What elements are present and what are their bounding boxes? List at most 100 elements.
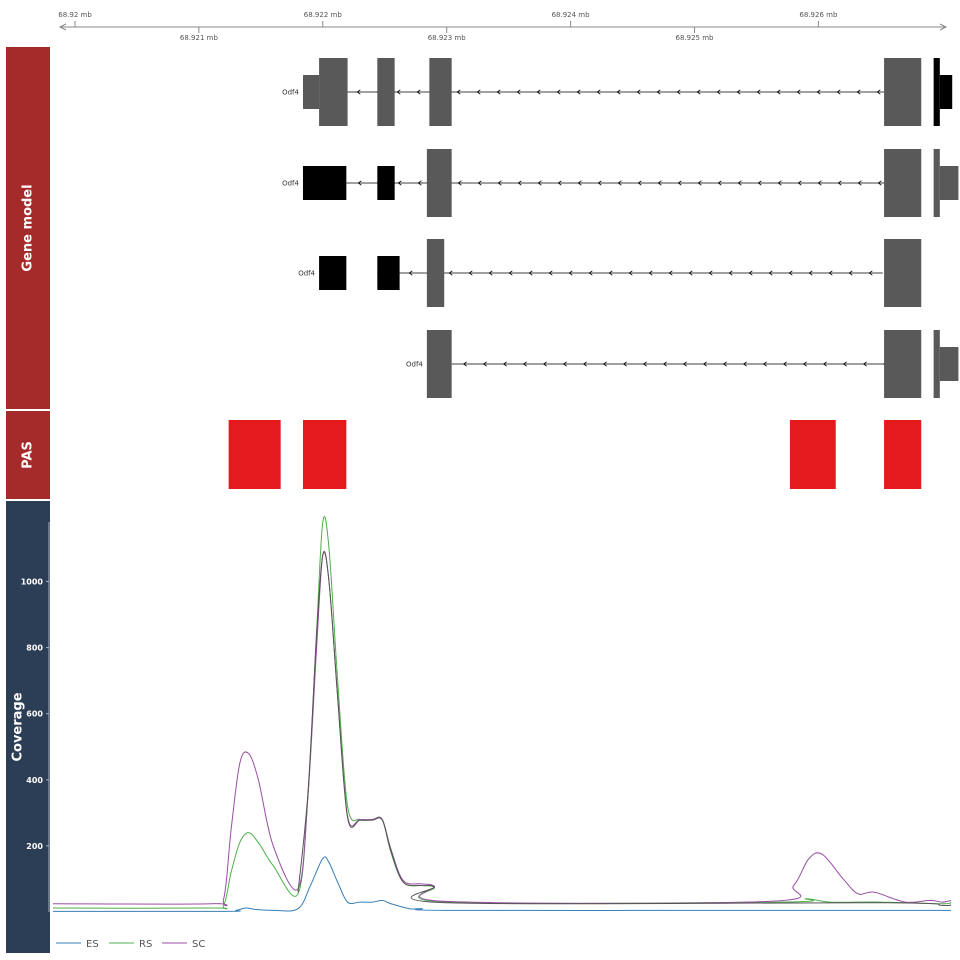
strand-arrow — [462, 361, 467, 367]
strand-arrow — [768, 270, 773, 276]
strand-arrow — [617, 180, 622, 186]
strand-arrow — [816, 89, 821, 95]
strand-arrow — [876, 89, 881, 95]
transcript-label: Odf4 — [298, 270, 315, 278]
strand-arrow — [868, 270, 873, 276]
strand-arrow — [602, 361, 607, 367]
gene-model-track: Gene model Odf4 Odf4 Odf4 Odf4 — [6, 47, 959, 409]
strand-arrow — [828, 270, 833, 276]
axis-tick-label-top: 68.922 mb — [304, 11, 343, 19]
strand-arrow — [488, 270, 493, 276]
exon-block — [426, 149, 452, 217]
strand-arrow — [577, 180, 582, 186]
strand-arrow — [777, 180, 782, 186]
strand-arrow — [502, 361, 507, 367]
strand-arrow — [737, 180, 742, 186]
strand-arrow — [508, 270, 513, 276]
strand-arrow — [536, 89, 541, 95]
coverage-title: Coverage — [11, 692, 26, 761]
strand-arrow — [848, 270, 853, 276]
exon-block — [377, 166, 395, 200]
axis-tick-label-bottom: 68.923 mb — [428, 34, 467, 42]
strand-arrow — [656, 89, 661, 95]
strand-arrow — [836, 89, 841, 95]
axis-tick-label-top: 68.924 mb — [552, 11, 591, 19]
strand-arrow — [857, 180, 862, 186]
axis-tick-label-bottom: 68.925 mb — [676, 34, 715, 42]
strand-arrow — [628, 270, 633, 276]
coverage-line-total — [297, 551, 952, 906]
strand-arrow — [622, 361, 627, 367]
strand-arrow — [582, 361, 587, 367]
strand-arrow — [797, 180, 802, 186]
pas-title: PAS — [21, 441, 36, 469]
exon-block — [377, 256, 400, 290]
strand-arrow — [588, 270, 593, 276]
exon-block — [429, 58, 452, 126]
coverage-track: Coverage 200 400 600 800 1000 — [6, 501, 952, 953]
strand-arrow — [788, 270, 793, 276]
exon-block — [319, 256, 347, 290]
strand-arrow — [756, 89, 761, 95]
transcript-label: Odf4 — [282, 180, 299, 188]
strand-arrow — [736, 89, 741, 95]
strand-arrow — [662, 361, 667, 367]
strand-arrow — [417, 180, 422, 186]
strand-arrow — [477, 180, 482, 186]
strand-arrow — [548, 270, 553, 276]
strand-arrow — [642, 361, 647, 367]
axis-arrow-left — [58, 23, 67, 31]
exon-block — [884, 330, 922, 398]
strand-arrow — [842, 361, 847, 367]
strand-arrow — [497, 180, 502, 186]
strand-arrow — [542, 361, 547, 367]
coverage-line-sc — [52, 550, 952, 907]
strand-arrow — [688, 270, 693, 276]
pas-region — [302, 420, 347, 489]
strand-arrow — [856, 89, 861, 95]
strand-arrow — [576, 89, 581, 95]
strand-arrow — [677, 180, 682, 186]
exon-block — [884, 149, 922, 217]
strand-arrow — [708, 270, 713, 276]
coverage-y-tick-label: 1000 — [21, 578, 44, 587]
strand-arrow — [516, 89, 521, 95]
legend-label: ES — [86, 939, 99, 950]
legend-label: SC — [192, 939, 205, 950]
strand-arrow — [742, 361, 747, 367]
strand-arrow — [597, 180, 602, 186]
strand-arrow — [456, 89, 461, 95]
exon-block — [426, 239, 445, 307]
genomic-axis: 68.92 mb 68.922 mb 68.924 mb 68.926 mb 68.92… — [58, 11, 948, 42]
strand-arrow — [776, 89, 781, 95]
strand-arrow — [817, 180, 822, 186]
pas-region — [884, 420, 922, 489]
strand-arrow — [496, 89, 501, 95]
exon-block — [884, 239, 922, 307]
strand-arrow — [862, 361, 867, 367]
strand-arrow — [822, 361, 827, 367]
strand-arrow — [522, 361, 527, 367]
strand-arrow — [397, 180, 402, 186]
strand-arrow — [468, 270, 473, 276]
strand-arrow — [676, 89, 681, 95]
legend-label: RS — [139, 939, 152, 950]
exon-block — [933, 330, 940, 398]
coverage-y-tick-label: 200 — [26, 842, 43, 851]
exon-block — [939, 347, 959, 381]
gene-model-title: Gene model — [21, 184, 36, 271]
legend: ES RS SC — [56, 939, 205, 950]
coverage-line-rs — [52, 516, 952, 910]
strand-arrow — [356, 89, 361, 95]
strand-arrow — [782, 361, 787, 367]
strand-arrow — [616, 89, 621, 95]
strand-arrow — [637, 180, 642, 186]
exon-block — [426, 330, 452, 398]
strand-arrow — [608, 270, 613, 276]
strand-arrow — [556, 89, 561, 95]
pas-strip — [6, 411, 50, 499]
coverage-strip — [6, 501, 50, 953]
strand-arrow — [537, 180, 542, 186]
strand-arrow — [682, 361, 687, 367]
